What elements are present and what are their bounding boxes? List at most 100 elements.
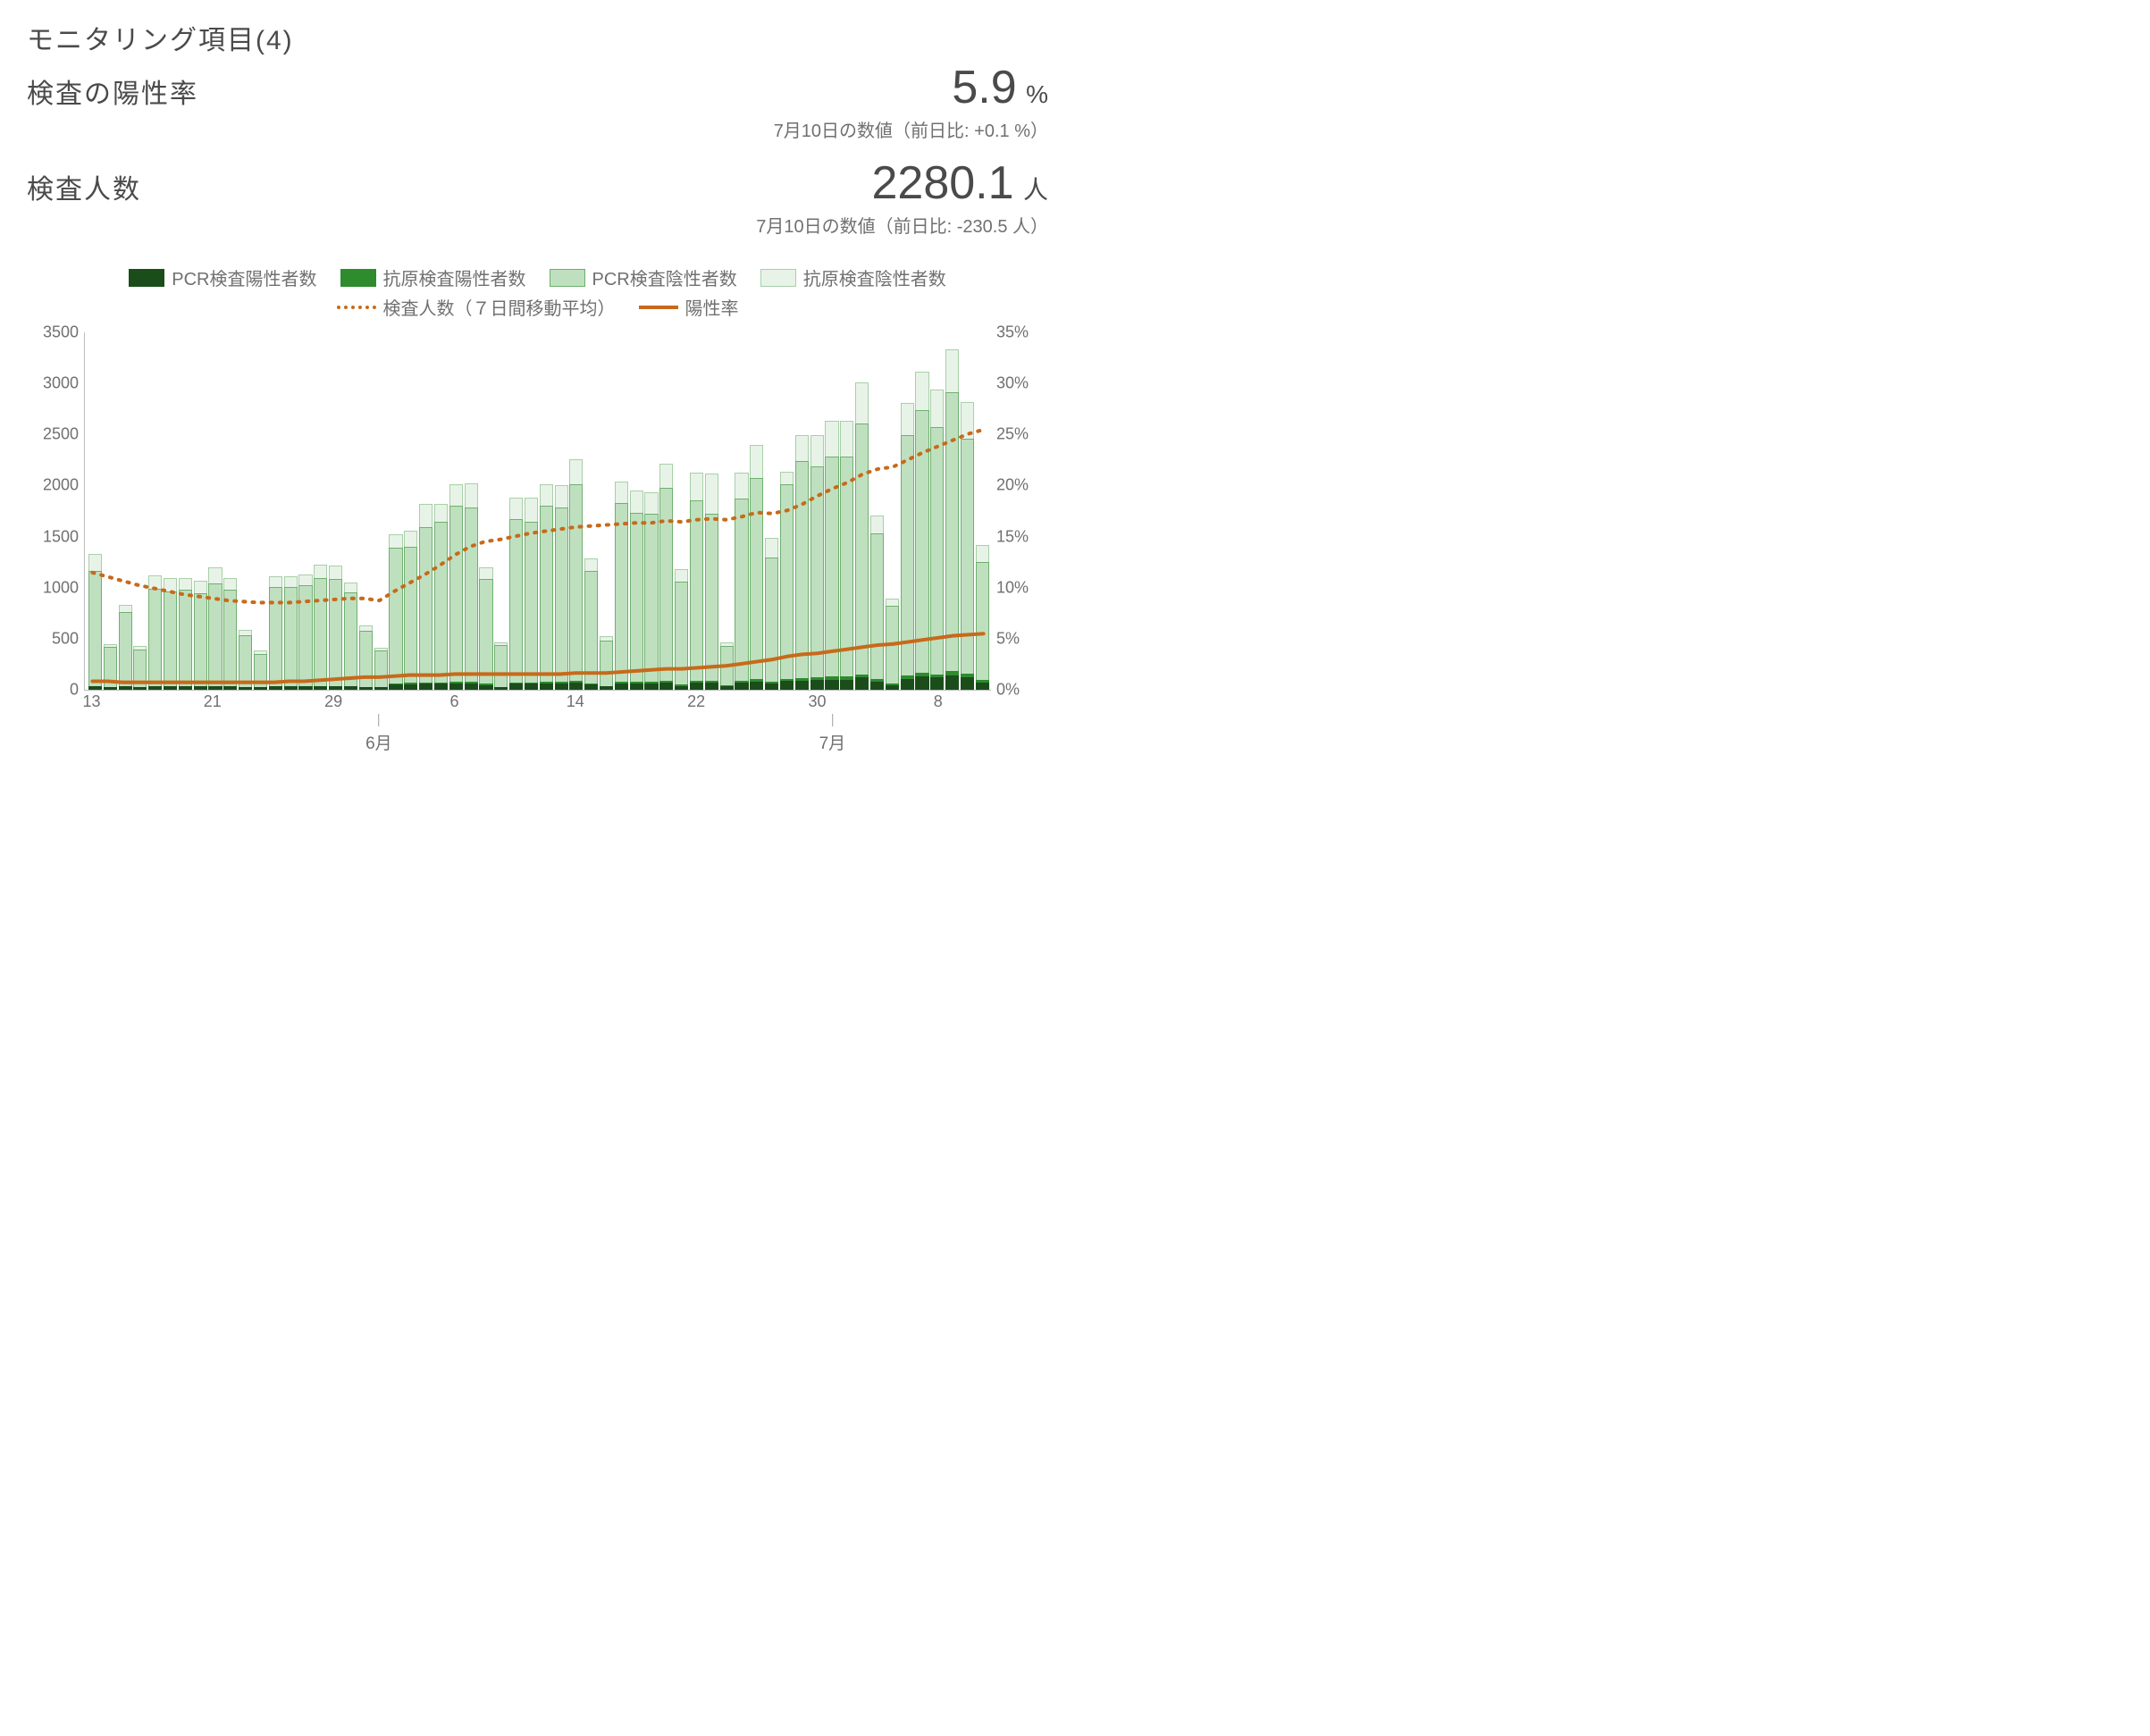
bar-segment-pcr-pos [615,683,628,690]
bar-segment-pcr-pos [239,687,252,690]
bar-segment-ant-neg [825,421,838,457]
bar-segment-ant-neg [690,473,703,500]
bar-segment-ant-neg [179,578,192,589]
bar-stack [509,498,521,690]
x-tick-label: 21 [204,692,222,711]
bar-segment-pcr-neg [344,592,357,686]
y-left-tick: 0 [27,681,79,700]
bar-stack [164,578,175,690]
bar-segment-pcr-pos [644,683,658,690]
bar-stack [525,498,536,690]
y-left-tick: 2500 [27,425,79,444]
y-left-tick: 3500 [27,323,79,342]
bar-slot [583,332,598,690]
bar-stack [840,421,852,690]
bar-segment-pcr-pos [961,677,974,690]
monitoring-card: { "header": { "section_title": "モニタリング項目… [0,0,1075,776]
x-month-label: 7月 [819,714,846,754]
bar-stack [555,485,567,690]
bar-slot [267,332,282,690]
bar-segment-ant-neg [659,464,673,488]
y-right-tick: 0% [996,681,1048,700]
bar-segment-pcr-pos [329,686,342,690]
bar-slot [357,332,373,690]
bar-segment-pcr-pos [825,680,838,690]
bar-slot [162,332,177,690]
y-right-tick: 10% [996,578,1048,597]
bar-stack [901,403,912,690]
bar-segment-pcr-neg [644,514,658,682]
bar-slot [282,332,298,690]
bar-stack [675,569,686,690]
y-right-tick: 25% [996,425,1048,444]
bar-slot [869,332,884,690]
section-title: モニタリング項目(4) [27,18,1048,57]
bar-stack [569,459,581,690]
bar-slot [147,332,162,690]
bar-stack [690,473,701,690]
metric-value: 5.9 [952,62,1016,113]
bar-segment-pcr-pos [223,686,237,690]
bar-slot [794,332,809,690]
legend-swatch-rect [340,269,376,287]
bar-slot [448,332,463,690]
bar-stack [855,382,867,690]
bar-segment-pcr-neg [164,591,177,686]
bar-segment-pcr-pos [88,686,102,690]
legend-label: PCR検査陰性者数 [592,264,737,290]
bar-segment-pcr-neg [675,582,688,684]
bar-stack [104,644,115,690]
bar-segment-pcr-neg [630,513,643,683]
bars-layer [85,332,991,690]
bar-segment-pcr-neg [750,478,763,679]
bar-slot [884,332,899,690]
bar-segment-pcr-neg [479,579,492,684]
y-left-tick: 2000 [27,476,79,495]
bar-slot [628,332,643,690]
bar-segment-pcr-neg [223,590,237,686]
bar-segment-pcr-neg [705,514,718,681]
bar-slot [508,332,523,690]
bar-slot [388,332,403,690]
x-month-label: 6月 [365,714,392,754]
bar-segment-ant-neg [976,545,989,562]
bar-stack [148,575,160,690]
bar-segment-pcr-pos [840,680,853,690]
y-left-tick: 500 [27,629,79,648]
bar-stack [449,484,461,690]
bar-segment-pcr-neg [194,593,207,686]
bar-segment-pcr-neg [901,435,914,675]
bar-segment-ant-neg [961,402,974,439]
bar-segment-pcr-pos [494,687,508,690]
y-left-tick: 1000 [27,578,79,597]
legend-swatch-rect [760,269,796,287]
bar-segment-pcr-pos [465,683,478,690]
bar-slot [553,332,568,690]
bar-stack [976,545,987,690]
bar-segment-pcr-neg [690,500,703,681]
bar-segment-pcr-neg [765,558,778,682]
bar-segment-ant-neg [119,605,132,612]
bar-slot [417,332,433,690]
bar-segment-pcr-pos [359,687,373,690]
bar-segment-pcr-pos [569,683,583,690]
bar-segment-pcr-pos [254,687,267,690]
bar-segment-pcr-neg [494,645,508,687]
bar-stack [705,474,717,690]
bar-slot [327,332,342,690]
chart-legend: PCR検査陽性者数抗原検査陽性者数PCR検査陰性者数抗原検査陰性者数検査人数（７… [27,263,1048,322]
bar-segment-pcr-pos [886,685,899,690]
bar-segment-ant-neg [540,484,553,506]
bar-segment-pcr-neg [735,499,748,681]
bar-segment-pcr-pos [119,686,132,690]
bar-stack [179,578,190,690]
bar-segment-pcr-neg [600,641,613,686]
x-month-tick-text: 7月 [819,730,846,754]
bar-segment-pcr-neg [419,527,433,683]
bar-segment-pcr-pos [164,686,177,690]
bar-stack [930,390,942,690]
bar-segment-pcr-neg [269,587,282,686]
bar-segment-pcr-neg [780,484,794,679]
bar-segment-pcr-neg [555,507,568,682]
bar-slot [673,332,688,690]
